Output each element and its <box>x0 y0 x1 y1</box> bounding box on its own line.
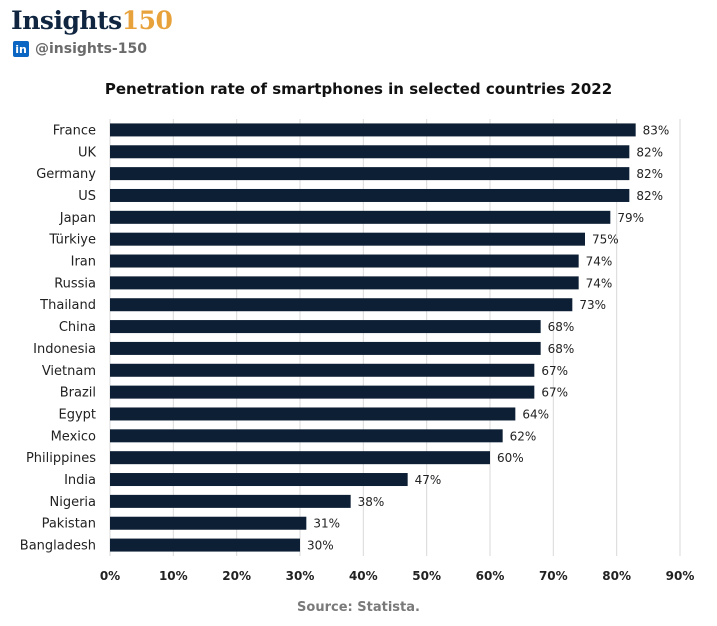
x-tick-label: 0% <box>100 569 120 583</box>
data-label: 73% <box>579 298 606 312</box>
data-label: 75% <box>592 233 619 247</box>
data-label: 38% <box>358 495 385 509</box>
data-label: 79% <box>617 211 644 225</box>
x-tick-label: 10% <box>159 569 188 583</box>
category-label: Egypt <box>58 407 96 422</box>
data-label: 68% <box>548 320 575 334</box>
bar <box>110 320 541 334</box>
category-label: Brazil <box>60 386 96 401</box>
data-label: 74% <box>586 276 613 290</box>
data-label: 83% <box>643 123 670 137</box>
data-label: 67% <box>541 364 568 378</box>
category-label: Thailand <box>39 298 96 313</box>
category-label: India <box>64 473 96 488</box>
data-label: 60% <box>497 451 524 465</box>
data-label: 62% <box>510 429 537 443</box>
category-label: Russia <box>54 276 96 291</box>
bar <box>110 473 408 487</box>
category-label: Pakistan <box>42 517 96 532</box>
category-label: France <box>53 123 96 138</box>
bar <box>110 385 535 399</box>
data-label: 64% <box>522 407 549 421</box>
social-handle: in @insights-150 <box>13 41 147 57</box>
category-label: China <box>59 320 96 335</box>
data-label: 68% <box>548 342 575 356</box>
linkedin-icon: in <box>13 41 29 57</box>
bar <box>110 254 579 268</box>
category-label: UK <box>78 145 97 160</box>
bar <box>110 407 516 421</box>
bar <box>110 232 585 246</box>
x-tick-label: 30% <box>286 569 315 583</box>
category-label: Nigeria <box>49 495 96 510</box>
bar <box>110 429 503 443</box>
bar <box>110 145 630 159</box>
x-tick-label: 40% <box>349 569 378 583</box>
brand-number: 150 <box>121 6 173 35</box>
x-tick-label: 20% <box>222 569 251 583</box>
bar <box>110 123 636 137</box>
brand-text: Insights <box>11 6 122 35</box>
category-label: US <box>78 189 96 204</box>
data-label: 82% <box>636 167 663 181</box>
data-label: 82% <box>636 145 663 159</box>
category-label: Japan <box>59 211 96 226</box>
bar <box>110 210 611 224</box>
x-tick-label: 60% <box>476 569 505 583</box>
bar <box>110 451 490 465</box>
bar <box>110 494 351 508</box>
x-tick-label: 50% <box>412 569 441 583</box>
brand-logo: Insights150 <box>11 6 173 36</box>
data-label: 74% <box>586 255 613 269</box>
chart-title: Penetration rate of smartphones in selec… <box>104 80 613 98</box>
category-label: Germany <box>36 167 96 182</box>
bar <box>110 167 630 181</box>
category-label: Iran <box>71 255 96 270</box>
category-label: Vietnam <box>42 364 96 379</box>
data-label: 30% <box>307 539 334 553</box>
data-label: 31% <box>313 517 340 531</box>
category-label: Philippines <box>26 451 96 466</box>
category-label: Türkiye <box>48 233 96 248</box>
category-label: Bangladesh <box>20 539 96 554</box>
bar <box>110 516 307 530</box>
bar <box>110 341 541 355</box>
data-label: 47% <box>415 473 442 487</box>
source-note: Source: Statista. <box>297 600 420 615</box>
bar <box>110 538 300 552</box>
bar <box>110 298 573 312</box>
x-tick-label: 80% <box>602 569 631 583</box>
category-label: Indonesia <box>33 342 96 357</box>
bar <box>110 276 579 290</box>
x-tick-label: 70% <box>539 569 568 583</box>
bar <box>110 188 630 202</box>
data-label: 82% <box>636 189 663 203</box>
category-label: Mexico <box>51 429 96 444</box>
handle-text: @insights-150 <box>35 41 147 57</box>
data-label: 67% <box>541 386 568 400</box>
x-tick-label: 90% <box>666 569 695 583</box>
bar <box>110 363 535 377</box>
